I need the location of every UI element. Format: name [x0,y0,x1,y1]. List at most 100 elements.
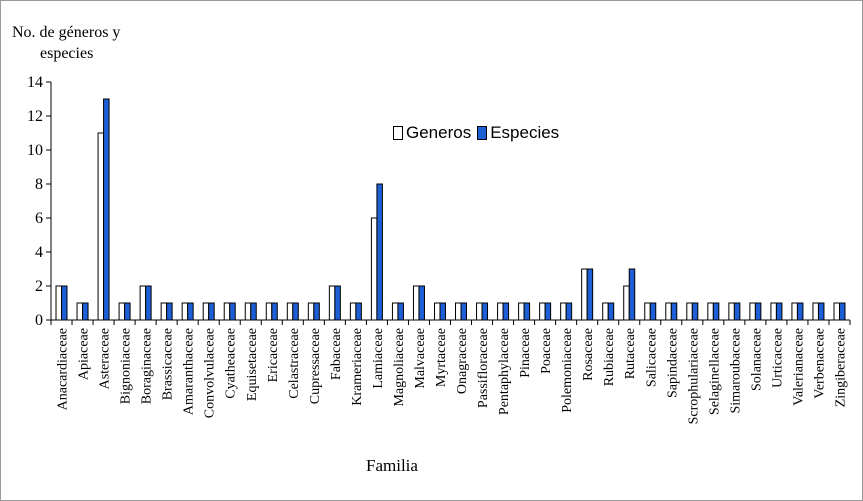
bar-especies [355,302,362,321]
bar-generos [497,302,504,321]
category-label: Krameriaceae [350,328,365,406]
x-axis-title: Familia [366,456,418,475]
y-tick-label: 0 [35,312,43,329]
y-tick-label: 12 [27,108,43,125]
category-label: Salicaceae [644,328,659,387]
bar-especies [124,302,131,321]
bar-especies [166,302,173,321]
bar-especies [460,302,468,321]
bar-generos [328,285,336,321]
y-tick-label: 14 [27,74,43,91]
bar-especies [187,302,194,321]
bar-generos [97,132,105,321]
legend-item-generos: Generos [393,123,471,143]
category-label: Rutaceae [623,328,638,379]
bar-especies [670,302,678,321]
category-label: Zingiberaceae [833,328,848,407]
bar-especies [502,302,510,321]
category-label: Rosaceae [581,328,596,381]
bar-generos [644,302,651,321]
y-tick-label: 10 [27,142,43,159]
category-label: Sapindaceae [665,328,680,398]
category-label: Simaroubaceae [728,328,743,414]
category-label: Asteraceae [98,328,113,389]
y-tick-label: 4 [35,244,43,261]
bar-especies [628,268,636,321]
bar-generos [539,302,546,321]
category-label: Cupressaceae [308,328,323,404]
bar-especies [103,98,110,321]
bar-especies [796,302,804,321]
bar-generos [476,302,483,321]
legend: Generos Especies [393,123,559,143]
bar-especies [691,302,699,321]
category-label: Solanaceae [749,328,764,391]
bar-generos [181,302,189,321]
legend-swatch-especies [477,126,488,140]
category-label: Lamiaceae [371,328,386,389]
category-label: Myrtaceae [434,328,449,387]
bar-especies [481,302,489,321]
bar-generos [433,302,441,321]
bar-especies [838,302,846,321]
category-label: Valerianaceae [791,328,806,406]
category-label: Pinaceae [518,328,533,378]
category-label: Poaceae [539,328,554,374]
bar-especies [817,302,825,321]
bar-generos [812,302,819,321]
bar-generos [581,268,588,321]
bar-especies [82,302,89,321]
bar-generos [391,302,399,321]
category-label: Anacardiaceae [56,328,71,410]
bar-generos [160,302,168,321]
category-label: Rubiaceae [602,328,617,386]
bar-generos [560,302,567,321]
bar-generos [265,302,273,321]
bar-generos [833,302,840,321]
category-label: Bignoniaceae [119,328,134,404]
bar-generos [412,285,420,321]
legend-swatch-generos [393,126,403,140]
bar-especies [712,302,720,321]
y-tick-label: 2 [35,278,43,295]
y-axis-title-line-2: especies [40,45,94,62]
bar-generos [728,302,735,321]
bar-generos [665,302,672,321]
bar-generos [791,302,798,321]
bar-especies [250,302,257,321]
legend-label-generos: Generos [406,123,472,142]
category-label: Malvaceae [413,328,428,389]
bar-especies [418,285,425,321]
legend-label-especies: Especies [490,123,560,142]
bar-generos [307,302,315,321]
bar-generos [749,302,756,321]
y-tick-label: 8 [35,176,43,193]
category-label: Ericaceae [266,328,281,382]
bar-especies [397,302,404,321]
y-tick-label: 6 [35,210,43,227]
bar-especies [523,302,531,321]
category-label: Apiaceae [77,328,92,380]
bar-especies [586,268,594,321]
bar-especies [229,302,236,321]
y-axis-title-line-1: No. de géneros y [12,24,121,41]
y-axis-title: No. de géneros y especies [12,22,120,64]
category-label: Passifloraceae [476,328,491,408]
bar-generos [202,302,210,321]
bar-especies [292,302,299,321]
category-label: Scrophulariaceae [686,328,701,424]
bar-generos [55,285,63,321]
bar-generos [286,302,294,321]
bar-especies [313,302,320,321]
category-label: Convolvulaceae [203,328,218,418]
bar-generos [623,285,630,321]
bar-especies [208,302,215,321]
bar-especies [565,302,573,321]
bar-especies [61,285,68,321]
bar-especies [544,302,552,321]
bar-especies [607,302,615,321]
bar-especies [376,183,383,321]
bar-especies [733,302,741,321]
